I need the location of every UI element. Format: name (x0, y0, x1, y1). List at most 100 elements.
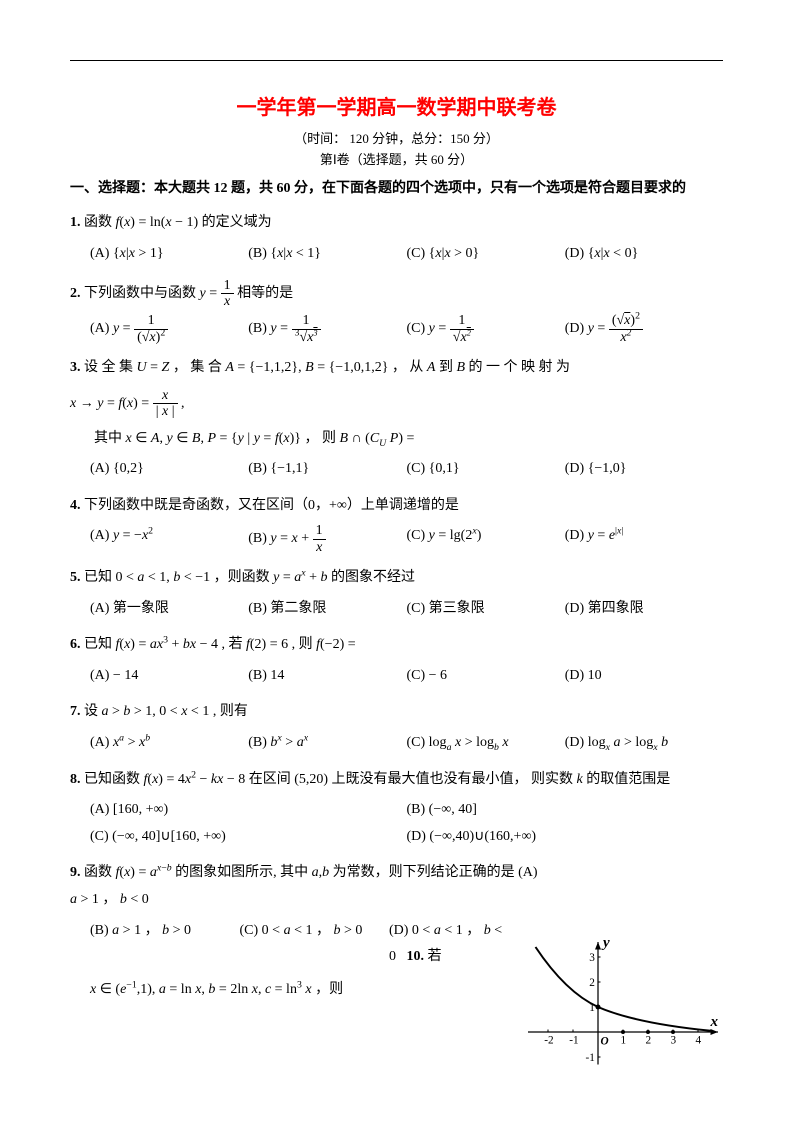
q6-D: (D) 10 (565, 663, 723, 690)
q1-stem-b: 的定义域为 (202, 215, 272, 230)
q6-a: 已知 (84, 637, 116, 652)
q3-B: (B) {−1,1} (248, 456, 406, 483)
q4-D: (D) y = e|x| (565, 523, 723, 555)
q2-frac: 1x (221, 278, 234, 310)
q5-C: (C) 第三象限 (407, 596, 565, 623)
q3-C: (C) {0,1} (407, 456, 565, 483)
origin-label: O (601, 1036, 609, 1048)
q7-B: (B) bx > ax (248, 730, 406, 757)
q1-A: (A) {x|x > 1} (90, 241, 248, 268)
q6-f: f(x) = ax3 + bx − 4 (116, 637, 219, 652)
q2-options: (A) y = 1(√x)2 (B) y = 13√x3 (C) y = 1√x… (70, 313, 723, 345)
q6-C: (C) − 6 (407, 663, 565, 690)
q8-D: (D) (−∞,40)∪(160,+∞) (407, 824, 724, 851)
q8-num: 8. (70, 772, 81, 787)
q5-cond: 0 < a < 1, b < −1 (116, 570, 211, 585)
y-label: y (601, 935, 610, 951)
q5-D: (D) 第四象限 (565, 596, 723, 623)
y-arrow-icon (595, 942, 601, 950)
q8-C: (C) (−∞, 40]∪[160, +∞) (90, 824, 407, 851)
q1-expr2: (x) = ln(x − 1) (119, 215, 198, 230)
q7-C: (C) loga x > logb x (407, 730, 565, 757)
q5-A: (A) 第一象限 (90, 596, 248, 623)
q6-fm2: f(−2) = (316, 637, 356, 652)
q7-A: (A) xa > xb (90, 730, 248, 757)
q9-B: (B) a > 1 ， b > 0 (90, 918, 239, 971)
q4-B: (B) y = x + 1x (248, 523, 406, 555)
q2-D: (D) y = (√x)2x2 (565, 313, 723, 345)
question-3: 3. 设 全 集 U = Z ， 集 合 A = {−1,1,2}, B = {… (70, 355, 723, 483)
q3-map: x → y = f(x) = x| x | , (70, 388, 723, 420)
q1-B: (B) {x|x < 1} (248, 241, 406, 268)
xt-m1: -1 (569, 1034, 578, 1046)
question-4: 4. 下列函数中既是奇函数，又在区间（0，+∞）上单调递增的是 (A) y = … (70, 493, 723, 555)
q3-c: ， 从 (392, 360, 427, 375)
q3-d: 到 (439, 360, 457, 375)
q4-num: 4. (70, 498, 81, 513)
q9-a: 函数 (84, 865, 116, 880)
yt-3: 3 (589, 952, 595, 964)
q3-line2: 其中 x ∈ A, y ∈ B, P = {y | y = f(x)} ， 则 … (70, 426, 723, 453)
q6-options: (A) − 14 (B) 14 (C) − 6 (D) 10 (70, 663, 723, 690)
q9-D: (D) 0 < a < 1 ， b < 0 10. 若 (389, 918, 538, 971)
q2-eq: = (206, 286, 221, 301)
q1-num: 1. (70, 215, 81, 230)
q3-U: U (137, 360, 147, 375)
q2-C: (C) y = 1√x2 (407, 313, 565, 345)
q3-AB: A = {−1,1,2}, B = {−1,0,1,2} (225, 360, 388, 375)
q5-b: ，则函数 (214, 570, 274, 585)
section-1-head: 一、选择题：本大题共 12 题，共 60 分，在下面各题的四个选项中，只有一个选… (70, 178, 723, 200)
q9-num: 9. (70, 865, 81, 880)
q1-stem-a: 函数 (84, 215, 116, 230)
q3-A2: A (427, 360, 436, 375)
q5-num: 5. (70, 570, 81, 585)
yt-m1: -1 (586, 1052, 595, 1064)
section-1-text: 一、选择题：本大题共 12 题，共 60 分，在下面各题的四个选项中，只有一个选… (70, 181, 686, 196)
q3-num: 3. (70, 360, 81, 375)
q2-B: (B) y = 13√x3 (248, 313, 406, 345)
q5-a: 已知 (84, 570, 116, 585)
xt-2: 2 (646, 1034, 652, 1046)
q9-ab: a,b (312, 865, 330, 880)
yt-2: 2 (589, 977, 595, 989)
q3-b: ， 集 合 (173, 360, 226, 375)
q7-cond: a > b > 1, 0 < x < 1 (102, 704, 210, 719)
q6-A: (A) − 14 (90, 663, 248, 690)
q9-b: 的图象如图所示, 其中 (175, 865, 312, 880)
q8-k: k (577, 772, 583, 787)
q8-b: 在区间 (249, 772, 295, 787)
q8-int: (5,20) (294, 772, 328, 787)
q9-c: 为常数，则下列结论正确的是 (333, 865, 515, 880)
question-2: 2. 下列函数中与函数 y = 1x 相等的是 (A) y = 1(√x)2 (… (70, 278, 723, 346)
q6-B: (B) 14 (248, 663, 406, 690)
q4-C: (C) y = lg(2x) (407, 523, 565, 555)
q5-options: (A) 第一象限 (B) 第二象限 (C) 第三象限 (D) 第四象限 (70, 596, 723, 623)
question-5: 5. 已知 0 < a < 1, b < −1 ，则函数 y = ax + b … (70, 565, 723, 622)
q6-f2: f(2) = 6 (246, 637, 288, 652)
q4-options: (A) y = −x2 (B) y = x + 1x (C) y = lg(2x… (70, 523, 723, 555)
q8-options: (A) [160, +∞) (B) (−∞, 40] (C) (−∞, 40]∪… (70, 797, 723, 850)
q2-stem-a: 下列函数中与函数 (84, 286, 200, 301)
q3-A: (A) {0,2} (90, 456, 248, 483)
xt-m2: -2 (544, 1034, 553, 1046)
q9-options: (B) a > 1 ， b > 0 (C) 0 < a < 1 ， b > 0 … (70, 918, 543, 971)
x-label: x (710, 1014, 719, 1030)
q3-a: 设 全 集 (84, 360, 137, 375)
q2-num: 2. (70, 286, 81, 301)
q1-D: (D) {x|x < 0} (565, 241, 723, 268)
q7-options: (A) xa > xb (B) bx > ax (C) loga x > log… (70, 730, 723, 757)
q10-line: x ∈ (e−1,1), a = ln x, b = 2ln x, c = ln… (70, 977, 543, 1004)
xt-1: 1 (621, 1034, 627, 1046)
q7-b: , 则有 (213, 704, 248, 719)
q4-stem: 下列函数中既是奇函数，又在区间（0，+∞）上单调递增的是 (84, 498, 459, 513)
xt-4: 4 (696, 1034, 702, 1046)
q7-D: (D) logx a > logx b (565, 730, 723, 757)
q6-b: , 若 (222, 637, 247, 652)
q4-A: (A) y = −x2 (90, 523, 248, 555)
xt-3: 3 (671, 1034, 677, 1046)
top-rule (70, 60, 723, 61)
q9-graph: -2 -1 1 2 3 4 -1 1 2 3 O x y (523, 932, 723, 1082)
q2-stem-b: 相等的是 (237, 286, 293, 301)
q3-options: (A) {0,2} (B) {−1,1} (C) {0,1} (D) {−1,0… (70, 456, 723, 483)
q7-num: 7. (70, 704, 81, 719)
